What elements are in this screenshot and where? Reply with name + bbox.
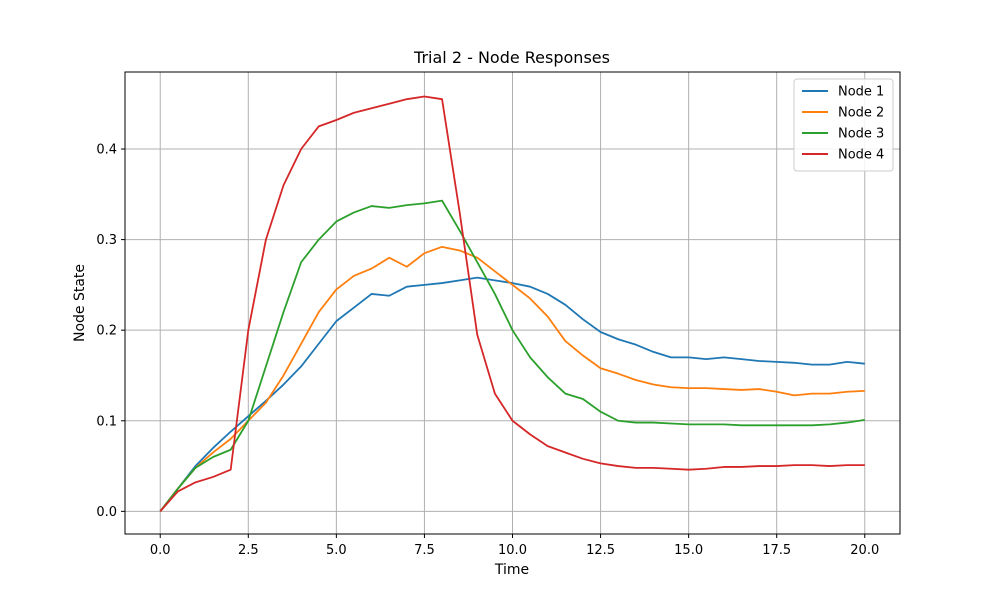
series-line-node-3 — [159, 199, 865, 512]
legend-box — [793, 78, 894, 172]
x-tick-label: 12.5 — [586, 543, 615, 558]
y-tick-label: 0.0 — [96, 505, 117, 520]
chart-title: Trial 2 - Node Responses — [413, 48, 610, 67]
x-tick-label: 7.5 — [414, 543, 435, 558]
x-tick-label: 2.5 — [238, 543, 259, 558]
series-line-node-2 — [159, 245, 865, 512]
x-tick-label: 0.0 — [150, 543, 171, 558]
x-tick-label: 10.0 — [498, 543, 527, 558]
x-tick-label: 17.5 — [762, 543, 791, 558]
y-tick-label: 0.1 — [96, 414, 117, 429]
legend-label: Node 1 — [838, 85, 884, 100]
ticks: 0.0 2.5 5.0 7.5 10.0 12.5 15.0 17.5 20.0 0.0 0.1 0.… — [96, 143, 879, 559]
y-tick-label: 0.4 — [96, 143, 117, 158]
legend-label: Node 4 — [838, 148, 884, 163]
series-line-node-1 — [159, 276, 865, 512]
y-tick-label: 0.2 — [96, 324, 117, 339]
x-axis-label: Time — [494, 562, 529, 578]
y-axis-label: Node State — [72, 264, 88, 342]
y-tick-label: 0.3 — [96, 233, 117, 248]
x-tick-label: 15.0 — [674, 543, 703, 558]
legend: Node 1 Node 2 Node 3 Node 4 — [793, 78, 894, 172]
legend-label: Node 3 — [838, 127, 884, 142]
x-tick-label: 20.0 — [850, 543, 879, 558]
series-line-node-4 — [159, 95, 865, 512]
series-layer — [159, 95, 865, 512]
legend-label: Node 2 — [838, 106, 884, 121]
x-tick-label: 5.0 — [326, 543, 347, 558]
